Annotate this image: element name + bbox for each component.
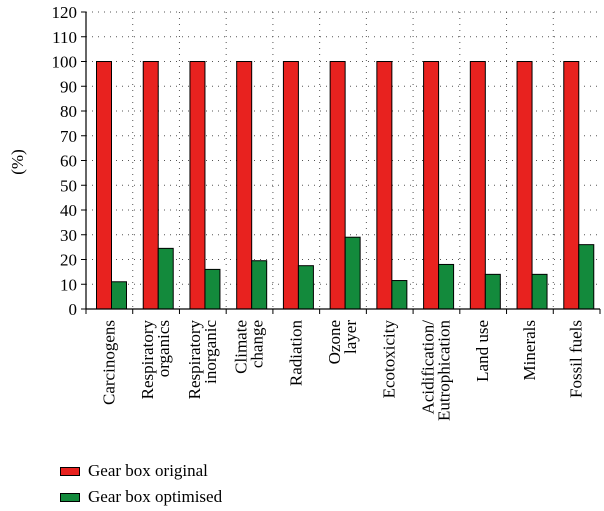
bar-original bbox=[469, 61, 486, 310]
bar-optimised bbox=[111, 281, 127, 310]
bar-optimised bbox=[297, 265, 314, 310]
x-category-label: Respiratory bbox=[138, 320, 157, 400]
bars bbox=[96, 61, 595, 310]
x-category-label: Eutrophication bbox=[434, 320, 453, 422]
x-category-label: layer bbox=[341, 320, 360, 354]
y-tick-label: 70 bbox=[60, 127, 77, 146]
bar-original bbox=[236, 61, 253, 310]
bar-optimised bbox=[531, 273, 548, 310]
x-category-label: change bbox=[248, 320, 267, 368]
y-axis-ticks: 0 10 20 30 40 50 60 70 80 90 100 110 120 bbox=[52, 3, 86, 319]
bar-original bbox=[376, 61, 393, 310]
y-tick-label: 90 bbox=[60, 77, 77, 96]
bar-optimised bbox=[344, 236, 361, 310]
bar-optimised bbox=[157, 247, 174, 310]
legend-label-optimised: Gear box optimised bbox=[88, 487, 223, 506]
x-category-label: Land use bbox=[473, 320, 492, 382]
bar-original bbox=[282, 61, 299, 310]
bar-original bbox=[516, 61, 533, 310]
legend-item-optimised: Gear box optimised bbox=[60, 484, 222, 510]
bar-original bbox=[329, 61, 346, 310]
x-category-label: Fossil fuels bbox=[567, 320, 586, 398]
legend-swatch-optimised bbox=[60, 492, 80, 502]
legend-label-original: Gear box original bbox=[88, 461, 208, 480]
x-category-label: organics bbox=[154, 320, 173, 377]
y-tick-label: 100 bbox=[52, 53, 78, 72]
legend: Gear box original Gear box optimised bbox=[60, 458, 222, 510]
x-category-label: Climate bbox=[232, 320, 251, 374]
y-tick-label: 30 bbox=[60, 226, 77, 245]
bar-original bbox=[142, 61, 159, 310]
bar-original bbox=[96, 61, 112, 310]
bar-optimised bbox=[438, 263, 455, 310]
x-category-label: Minerals bbox=[520, 320, 539, 380]
bar-original bbox=[189, 61, 206, 310]
y-tick-label: 80 bbox=[60, 102, 77, 121]
y-tick-label: 60 bbox=[60, 152, 77, 171]
x-category-label: Ozone bbox=[325, 320, 344, 364]
bar-original bbox=[563, 61, 580, 310]
y-tick-label: 40 bbox=[60, 201, 77, 220]
bar-optimised bbox=[484, 273, 501, 310]
bar-chart: 0 10 20 30 40 50 60 70 80 90 100 110 120 Carcinogens… bbox=[8, 3, 601, 422]
x-category-label: Ecotoxicity bbox=[380, 320, 399, 399]
x-category-label: Acidification/ bbox=[418, 320, 437, 415]
bar-optimised bbox=[204, 268, 221, 310]
y-tick-label: 0 bbox=[69, 300, 78, 319]
y-tick-label: 120 bbox=[52, 3, 78, 22]
y-tick-label: 50 bbox=[60, 176, 77, 195]
x-category-label: Radiation bbox=[286, 320, 305, 387]
x-category-label: Carcinogens bbox=[99, 320, 118, 405]
bar-optimised bbox=[578, 244, 595, 310]
legend-item-original: Gear box original bbox=[60, 458, 222, 484]
legend-swatch-original bbox=[60, 466, 80, 476]
x-category-label: Respiratory bbox=[185, 320, 204, 400]
y-tick-label: 20 bbox=[60, 251, 77, 270]
bar-original bbox=[423, 61, 440, 310]
x-category-label: inorganic bbox=[201, 320, 220, 384]
bar-optimised bbox=[251, 260, 268, 310]
y-axis-label: (%) bbox=[8, 149, 27, 174]
y-tick-label: 110 bbox=[52, 28, 77, 47]
bar-optimised bbox=[391, 280, 408, 310]
y-tick-label: 10 bbox=[60, 275, 77, 294]
